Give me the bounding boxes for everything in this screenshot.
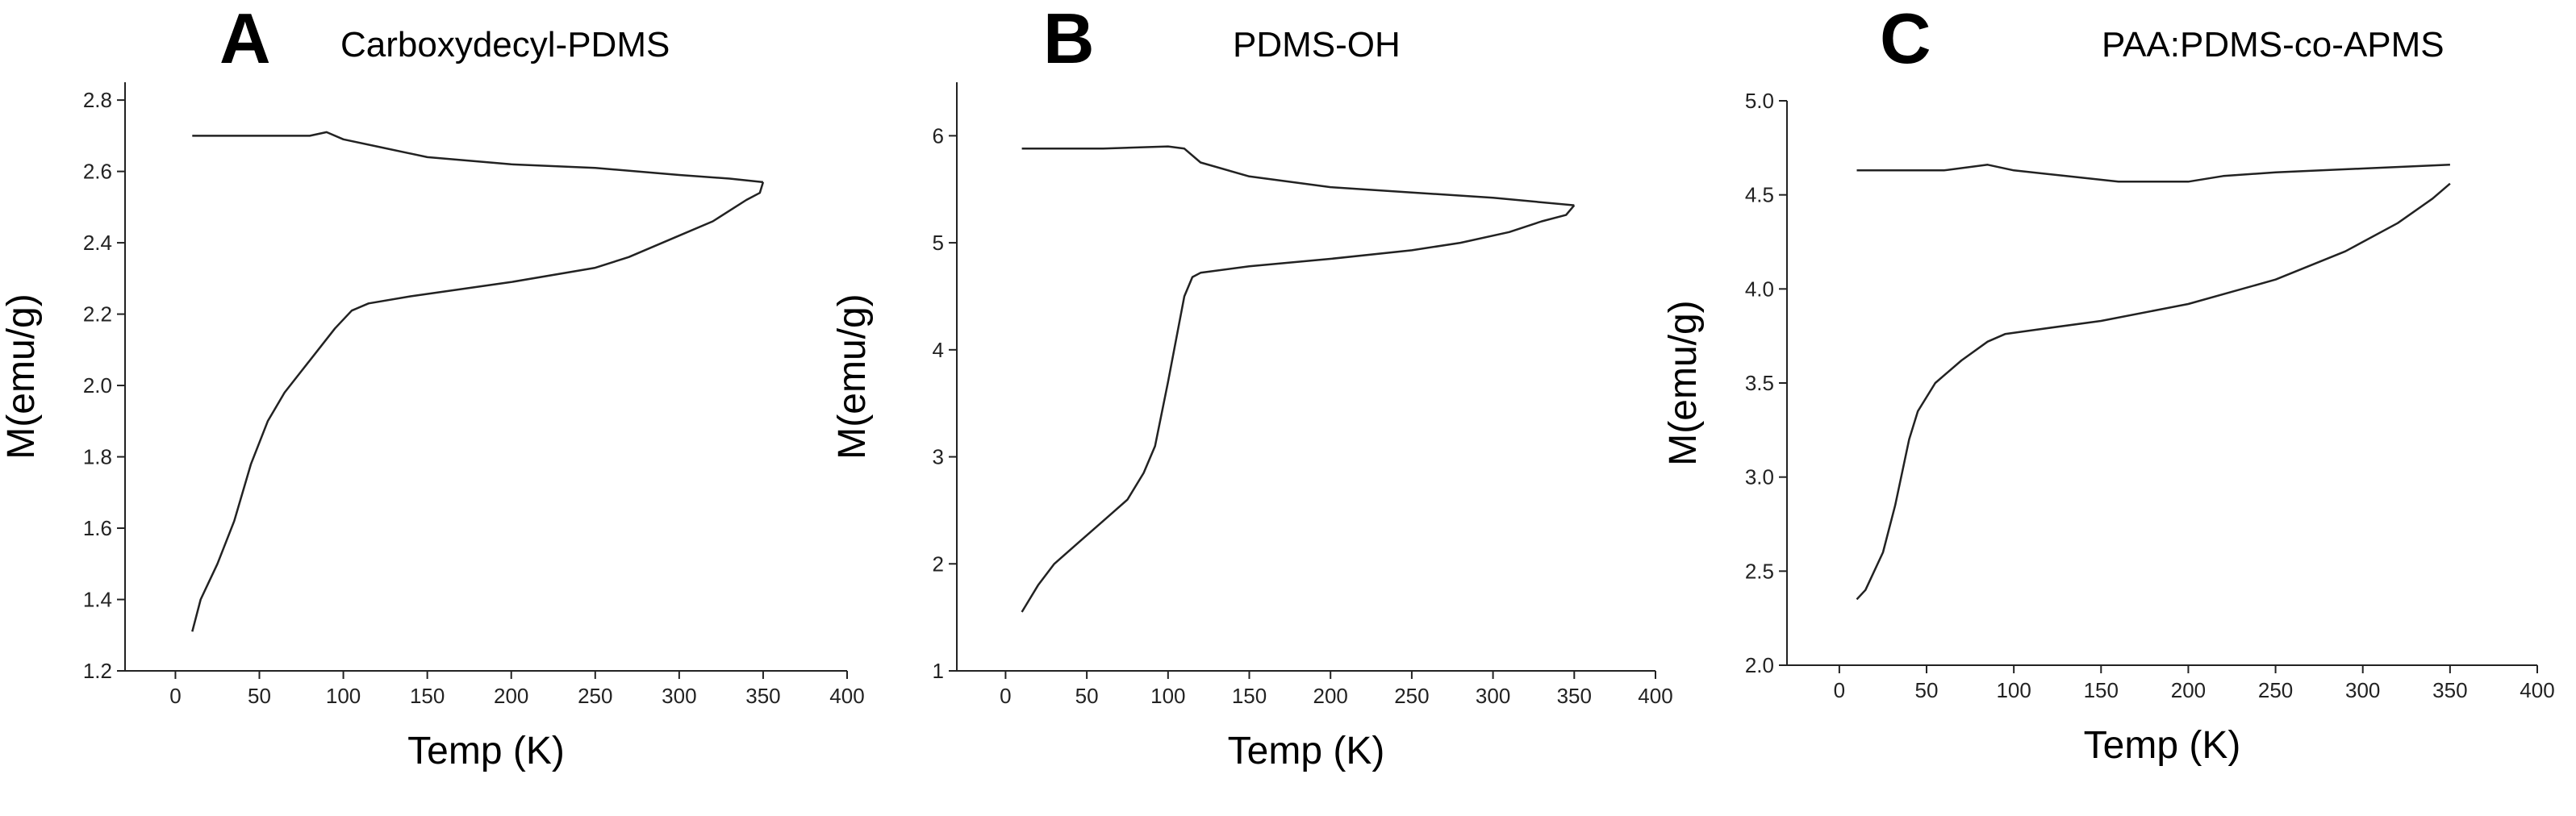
y-tick-label: 1.4	[83, 588, 112, 612]
chart-panel-c: C PAA:PDMS-co-APMS 0 50 100 150 200 250 300 350 40…	[1662, 0, 2555, 767]
chart-title: PAA:PDMS-co-APMS	[2102, 25, 2444, 65]
y-tick-label: 4.5	[1745, 183, 1774, 207]
series-line-cooling	[1021, 145, 1575, 206]
panel-letter: A	[219, 0, 271, 78]
y-tick-label: 2.5	[1745, 559, 1774, 583]
y-tick-label: 2.0	[83, 373, 112, 398]
y-tick-label: 2.2	[83, 302, 112, 327]
series-line-cooling	[192, 131, 764, 184]
series-line-warming	[1856, 182, 2451, 601]
y-tick-label: 6	[933, 123, 944, 148]
x-tick-label: 300	[1476, 684, 1510, 708]
y-tick-label: 1.8	[83, 445, 112, 469]
series-line-warming	[191, 181, 765, 632]
y-tick-label: 2.6	[83, 160, 112, 184]
series-line-cooling	[1856, 164, 2450, 183]
x-tick-label: 250	[1394, 684, 1429, 708]
chart-title: PDMS-OH	[1233, 25, 1401, 65]
y-tick-label: 2.4	[83, 231, 112, 255]
x-axis-label: Temp (K)	[1228, 730, 1385, 772]
x-tick-label: 0	[169, 684, 181, 708]
y-axis-label: M(emu/g)	[831, 294, 874, 459]
y-tick-label: 3.5	[1745, 371, 1774, 395]
chart-title: Carboxydecyl-PDMS	[340, 25, 670, 65]
y-tick-label: 1	[933, 659, 944, 683]
x-tick-label: 100	[1996, 678, 2031, 702]
x-tick-label: 250	[578, 684, 612, 708]
x-tick-label: 150	[410, 684, 445, 708]
x-tick-label: 250	[2258, 678, 2293, 702]
panel-letter: B	[1043, 0, 1095, 78]
chart-panel-a: A Carboxydecyl-PDMS 0 50 100 150 200 250 300 350 4…	[0, 0, 865, 772]
x-tick-label: 350	[1557, 684, 1592, 708]
x-tick-label: 200	[494, 684, 528, 708]
y-tick-label: 4.0	[1745, 277, 1774, 301]
x-tick-label: 100	[1150, 684, 1185, 708]
x-tick-label: 300	[2345, 678, 2380, 702]
x-tick-label: 100	[326, 684, 361, 708]
x-tick-label: 350	[745, 684, 780, 708]
chart-panel-b: B PDMS-OH 0 50 100 150 200 250 300 350 400 1 2 3 4 5 6 Te…	[831, 0, 1673, 772]
y-axis-label: M(emu/g)	[1662, 300, 1705, 465]
series-line-warming	[1021, 204, 1576, 613]
y-tick-label: 1.6	[83, 516, 112, 540]
x-axis-label: Temp (K)	[407, 730, 565, 772]
x-tick-label: 0	[1834, 678, 1845, 702]
x-tick-label: 400	[829, 684, 864, 708]
y-tick-label: 2.0	[1745, 653, 1774, 677]
panel-letter: C	[1880, 0, 1931, 78]
x-tick-label: 0	[1000, 684, 1011, 708]
x-tick-label: 150	[1232, 684, 1267, 708]
x-axis-label: Temp (K)	[2084, 724, 2241, 767]
x-tick-label: 50	[1915, 678, 1939, 702]
y-tick-label: 4	[933, 338, 944, 362]
x-tick-label: 200	[1313, 684, 1348, 708]
x-tick-label: 300	[662, 684, 696, 708]
x-tick-label: 400	[1638, 684, 1672, 708]
y-tick-label: 5.0	[1745, 89, 1774, 113]
y-tick-label: 2	[933, 552, 944, 576]
x-tick-label: 350	[2432, 678, 2467, 702]
x-tick-label: 150	[2084, 678, 2119, 702]
x-tick-label: 50	[248, 684, 271, 708]
y-tick-label: 1.2	[83, 659, 112, 683]
y-tick-label: 2.8	[83, 88, 112, 112]
y-tick-label: 5	[933, 231, 944, 255]
x-tick-label: 200	[2171, 678, 2206, 702]
x-tick-label: 400	[2520, 678, 2554, 702]
y-axis-label: M(emu/g)	[0, 294, 43, 459]
y-tick-label: 3	[933, 445, 944, 469]
y-tick-label: 3.0	[1745, 465, 1774, 489]
x-tick-label: 50	[1075, 684, 1099, 708]
